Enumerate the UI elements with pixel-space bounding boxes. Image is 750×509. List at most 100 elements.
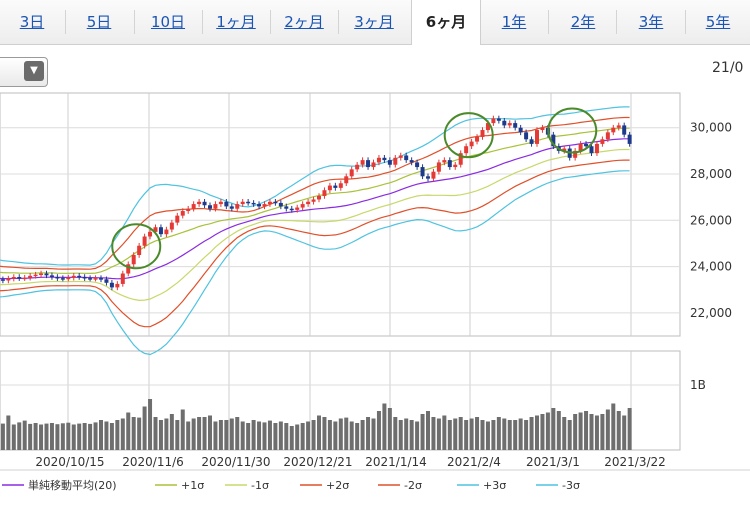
chart-type-dropdown[interactable]: ▼ (0, 57, 48, 87)
candle-body (622, 125, 627, 135)
tab-period-9[interactable]: 3年 (638, 13, 664, 31)
x-tick-label: 2020/10/15 (35, 455, 104, 469)
candle-body (93, 278, 98, 280)
volume-bar (60, 423, 65, 450)
price-tick-label: 22,000 (690, 306, 732, 320)
volume-bar (529, 417, 534, 450)
volume-bar (491, 420, 496, 450)
x-tick-label: 2021/1/14 (365, 455, 427, 469)
candle-body (273, 201, 278, 204)
candle-body (115, 283, 120, 288)
volume-bar (322, 417, 327, 450)
candle-body (120, 273, 125, 284)
candle-body (257, 204, 262, 207)
volume-bar (475, 417, 480, 450)
tab-separator (202, 10, 203, 34)
volume-bar (622, 415, 627, 450)
price-panel-frame (0, 92, 681, 337)
candle-body (518, 127, 523, 133)
candle-body (60, 278, 65, 280)
highlight-circle (547, 107, 598, 154)
volume-bar (589, 414, 594, 450)
tab-separator (548, 10, 549, 34)
volume-bar (393, 417, 398, 450)
candle-body (175, 215, 180, 223)
volume-bar (82, 423, 87, 450)
plus-1-sigma-line (0, 127, 630, 275)
tab-period-8[interactable]: 2年 (570, 13, 596, 31)
tab-period-5[interactable]: 3ヶ月 (354, 13, 394, 31)
volume-bar (415, 421, 420, 450)
candle-body (496, 118, 501, 121)
chevron-down-icon[interactable]: ▼ (24, 61, 44, 81)
tab-period-2[interactable]: 10日 (150, 13, 186, 31)
x-tick-label: 2020/11/6 (122, 455, 184, 469)
volume-bar (6, 415, 11, 450)
candle-body (442, 160, 447, 163)
tab-period-6[interactable]: 6ヶ月 (411, 0, 481, 45)
candle-body (415, 162, 420, 168)
volume-bar (169, 414, 174, 450)
volume-bar (246, 423, 251, 450)
candle-body (485, 123, 490, 131)
volume-bar (447, 420, 452, 450)
candle-body (551, 134, 556, 147)
volume-bar (485, 421, 490, 450)
candle-body (366, 160, 371, 168)
candle-body (605, 132, 610, 140)
candle-body (491, 118, 496, 124)
tab-period-4[interactable]: 2ヶ月 (284, 13, 324, 31)
tab-period-7[interactable]: 1年 (501, 13, 527, 31)
volume-bar (627, 408, 632, 450)
candle-body (360, 160, 365, 165)
candle-body (202, 201, 207, 206)
candle-body (99, 278, 103, 280)
candle-body (562, 148, 567, 151)
x-tick-label: 2020/12/21 (283, 455, 352, 469)
candle-body (197, 201, 202, 205)
volume-bar (39, 424, 44, 450)
tab-period-3[interactable]: 1ヶ月 (216, 13, 256, 31)
volume-bar (267, 420, 272, 450)
volume-bar (611, 403, 616, 450)
volume-bar (371, 418, 376, 450)
minus-2-sigma-line (0, 159, 630, 328)
candle-body (306, 201, 311, 205)
candle-body (578, 143, 583, 151)
volume-bar (273, 423, 278, 450)
price-tick-label: 28,000 (690, 167, 732, 181)
x-tick-label: 2020/11/30 (201, 455, 270, 469)
volume-bar (33, 423, 38, 450)
volume-bar (55, 424, 60, 450)
tab-period-10[interactable]: 5年 (705, 13, 731, 31)
candle-body (158, 227, 163, 235)
candle-body (513, 123, 518, 128)
candle-body (66, 277, 71, 280)
legend-label: 単純移動平均(20) (28, 478, 117, 492)
candle-body (289, 208, 294, 211)
volume-bar (77, 423, 82, 450)
candle-body (333, 185, 338, 188)
volume-bar (382, 403, 387, 450)
volume-bar (229, 418, 234, 450)
candle-body (382, 157, 387, 161)
tab-period-1[interactable]: 5日 (86, 13, 112, 31)
minus-3-sigma-line (0, 170, 630, 356)
candle-body (191, 204, 196, 209)
tab-separator (65, 10, 66, 34)
tab-period-0[interactable]: 3日 (19, 13, 45, 31)
volume-bar (540, 414, 545, 450)
candle-body (142, 236, 147, 246)
volume-bar (584, 411, 589, 450)
volume-bar (616, 411, 621, 450)
candle-body (186, 208, 191, 212)
volume-bar (453, 418, 458, 450)
minus-1-sigma-line (0, 148, 630, 302)
candle-body (77, 275, 82, 278)
candle-body (71, 275, 76, 278)
candle-body (376, 157, 381, 163)
date-stamp: 21/0 (712, 60, 744, 76)
candle-body (584, 143, 589, 147)
volume-bar (404, 418, 409, 450)
